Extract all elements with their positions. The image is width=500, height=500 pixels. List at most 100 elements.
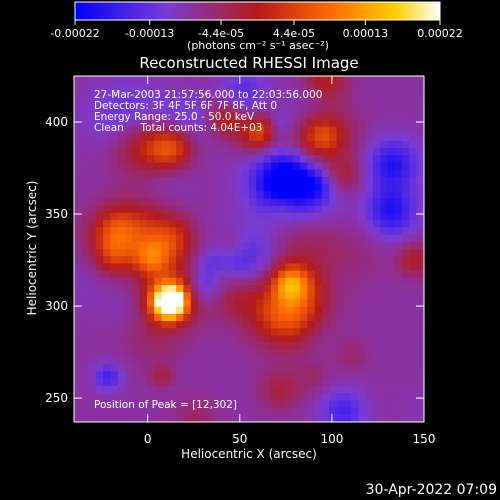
heatmap-cell [183, 335, 192, 344]
heatmap-cell [241, 400, 250, 409]
heatmap-cell [402, 378, 411, 387]
heatmap-cell [285, 328, 294, 337]
heatmap-cell [314, 227, 323, 236]
heatmap-cell [241, 328, 250, 337]
heatmap-cell [300, 256, 308, 265]
heatmap-cell [117, 198, 126, 207]
heatmap-cell [263, 148, 272, 156]
heatmap-cell [402, 90, 411, 99]
heatmap-cell [219, 285, 228, 293]
heatmap-cell [372, 119, 381, 128]
heatmap-cell [95, 371, 104, 380]
heatmap-cell [161, 357, 170, 365]
heatmap-cell [132, 277, 141, 286]
heatmap-cell [241, 205, 250, 214]
heatmap-cell [117, 126, 126, 135]
heatmap-cell [249, 234, 257, 243]
heatmap-cell [358, 155, 367, 164]
heatmap-cell [249, 285, 257, 293]
heatmap-cell [358, 364, 367, 373]
heatmap-cell [74, 270, 82, 279]
heatmap-cell [402, 198, 411, 207]
heatmap-cell [227, 148, 236, 156]
heatmap-cell [402, 414, 411, 422]
heatmap-cell [234, 263, 243, 272]
heatmap-cell [256, 393, 265, 401]
heatmap-cell [212, 176, 221, 185]
heatmap-cell [95, 349, 104, 358]
heatmap-cell [219, 76, 228, 84]
heatmap-cell [88, 148, 97, 156]
heatmap-cell [321, 256, 330, 265]
heatmap-cell [212, 407, 221, 416]
heatmap-cell [358, 241, 367, 250]
heatmap-cell [256, 349, 265, 358]
heatmap-cell [132, 385, 141, 394]
colorbar-tick-label: 4.4e-05 [273, 27, 315, 40]
heatmap-cell [380, 169, 389, 178]
heatmap-cell [74, 104, 82, 113]
heatmap-cell [125, 176, 133, 185]
heatmap-cell [307, 313, 316, 322]
heatmap-cell [132, 349, 141, 358]
heatmap-cell [95, 162, 104, 171]
heatmap-cell [139, 148, 148, 156]
heatmap-cell [117, 169, 126, 178]
heatmap-cell [168, 385, 177, 394]
heatmap-cell [241, 198, 250, 207]
heatmap-cell [154, 220, 163, 228]
heatmap-cell [183, 97, 192, 106]
heatmap-cell [270, 378, 279, 387]
heatmap-cell [190, 414, 199, 422]
heatmap-cell [117, 414, 126, 422]
heatmap-image [74, 76, 424, 422]
heatmap-cell [278, 306, 287, 315]
heatmap-cell [168, 349, 177, 358]
heatmap-cell [278, 407, 287, 416]
heatmap-cell [336, 227, 345, 236]
heatmap-cell [263, 249, 272, 257]
heatmap-cell [103, 285, 112, 293]
heatmap-cell [139, 270, 148, 279]
heatmap-cell [74, 256, 82, 265]
heatmap-cell [110, 357, 119, 365]
heatmap-cell [409, 263, 418, 272]
heatmap-cell [95, 112, 104, 120]
heatmap-cell [365, 191, 374, 200]
heatmap-cell [103, 155, 112, 164]
heatmap-cell [249, 126, 257, 135]
heatmap-cell [110, 407, 119, 416]
heatmap-cell [372, 400, 381, 409]
heatmap-cell [351, 364, 359, 373]
heatmap-cell [103, 321, 112, 329]
heatmap-cell [168, 97, 177, 106]
heatmap-cell [285, 313, 294, 322]
heatmap-cell [343, 313, 352, 322]
heatmap-cell [329, 90, 338, 99]
heatmap-cell [372, 371, 381, 380]
heatmap-cell [329, 148, 338, 156]
heatmap-cell [249, 191, 257, 200]
heatmap-cell [336, 328, 345, 337]
heatmap-cell [161, 306, 170, 315]
heatmap-cell [234, 357, 243, 365]
heatmap-cell [402, 97, 411, 106]
heatmap-cell [176, 176, 184, 185]
heatmap-cell [190, 212, 199, 221]
heatmap-cell [336, 126, 345, 135]
heatmap-cell [409, 285, 418, 293]
heatmap-cell [402, 119, 411, 128]
heatmap-cell [292, 148, 301, 156]
heatmap-cell [372, 205, 381, 214]
heatmap-cell [270, 119, 279, 128]
heatmap-cell [81, 112, 90, 120]
y-axis-label: Heliocentric Y (arcsec) [25, 181, 39, 316]
heatmap-cell [329, 112, 338, 120]
heatmap-cell [117, 104, 126, 113]
heatmap-cell [336, 169, 345, 178]
heatmap-cell [409, 227, 418, 236]
heatmap-cell [81, 414, 90, 422]
heatmap-cell [321, 155, 330, 164]
heatmap-cell [300, 364, 308, 373]
heatmap-cell [351, 83, 359, 92]
